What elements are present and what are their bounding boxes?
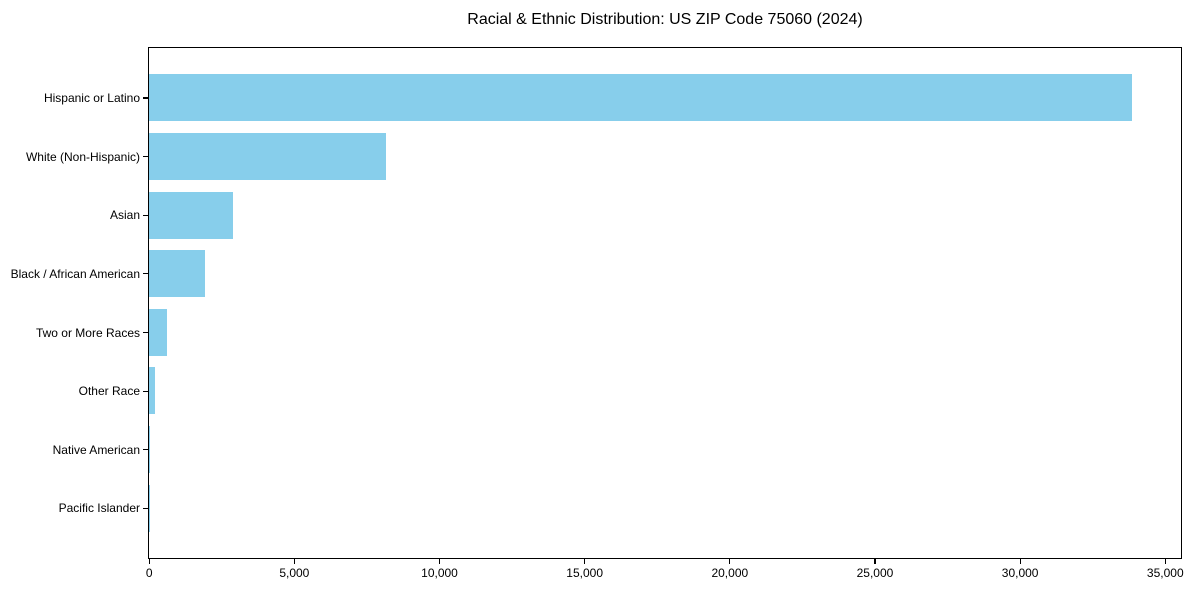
ytick-label-pacific-islander: Pacific Islander bbox=[58, 501, 140, 516]
ytick-label-native-american: Native American bbox=[52, 442, 140, 457]
xtick-label-30000: 30,000 bbox=[1001, 566, 1039, 581]
plot-area bbox=[148, 47, 1182, 559]
ytick-mark bbox=[143, 507, 148, 509]
ytick-mark bbox=[143, 331, 148, 334]
bar-white-non-hispanic bbox=[149, 133, 386, 180]
ytick-label-asian: Asian bbox=[109, 208, 140, 223]
xtick-mark bbox=[438, 559, 441, 565]
ytick-label-two-or-more-races: Two or More Races bbox=[35, 325, 140, 340]
bar-asian bbox=[149, 191, 234, 239]
ytick-label-white-non-hispanic: White (Non-Hispanic) bbox=[25, 149, 140, 164]
xtick-mark bbox=[293, 559, 295, 565]
xtick-label-10000: 10,000 bbox=[421, 566, 458, 581]
bar-two-or-more-races bbox=[149, 308, 167, 356]
xtick-label-20000: 20,000 bbox=[711, 566, 749, 581]
ytick-label-other-race: Other Race bbox=[78, 384, 140, 399]
xtick-mark bbox=[584, 559, 586, 565]
xtick-label-0: 0 bbox=[145, 566, 153, 581]
ytick-mark bbox=[143, 273, 148, 275]
ytick-label-black-african-american: Black / African American bbox=[10, 266, 140, 281]
xtick-mark bbox=[729, 559, 731, 565]
ytick-mark bbox=[143, 156, 148, 158]
xtick-mark bbox=[1019, 559, 1021, 565]
ytick-mark bbox=[143, 390, 148, 392]
xtick-label-25000: 25,000 bbox=[856, 566, 894, 581]
ytick-mark bbox=[143, 214, 148, 216]
xtick-label-5000: 5,000 bbox=[279, 566, 310, 581]
xtick-label-15000: 15,000 bbox=[566, 566, 604, 581]
bar-other-race bbox=[149, 367, 155, 415]
ytick-mark bbox=[143, 97, 148, 99]
chart-title: Racial & Ethnic Distribution: US ZIP Cod… bbox=[467, 11, 863, 28]
ytick-mark bbox=[143, 449, 148, 451]
xtick-mark bbox=[148, 559, 150, 565]
bar-hispanic-or-latino bbox=[149, 74, 1132, 122]
bar-native-american bbox=[149, 426, 151, 473]
xtick-mark bbox=[874, 559, 876, 565]
xtick-mark bbox=[1164, 559, 1166, 565]
xtick-label-35000: 35,000 bbox=[1146, 566, 1184, 581]
ytick-label-hispanic-or-latino: Hispanic or Latino bbox=[43, 91, 140, 106]
bar-black-african-american bbox=[149, 250, 205, 298]
